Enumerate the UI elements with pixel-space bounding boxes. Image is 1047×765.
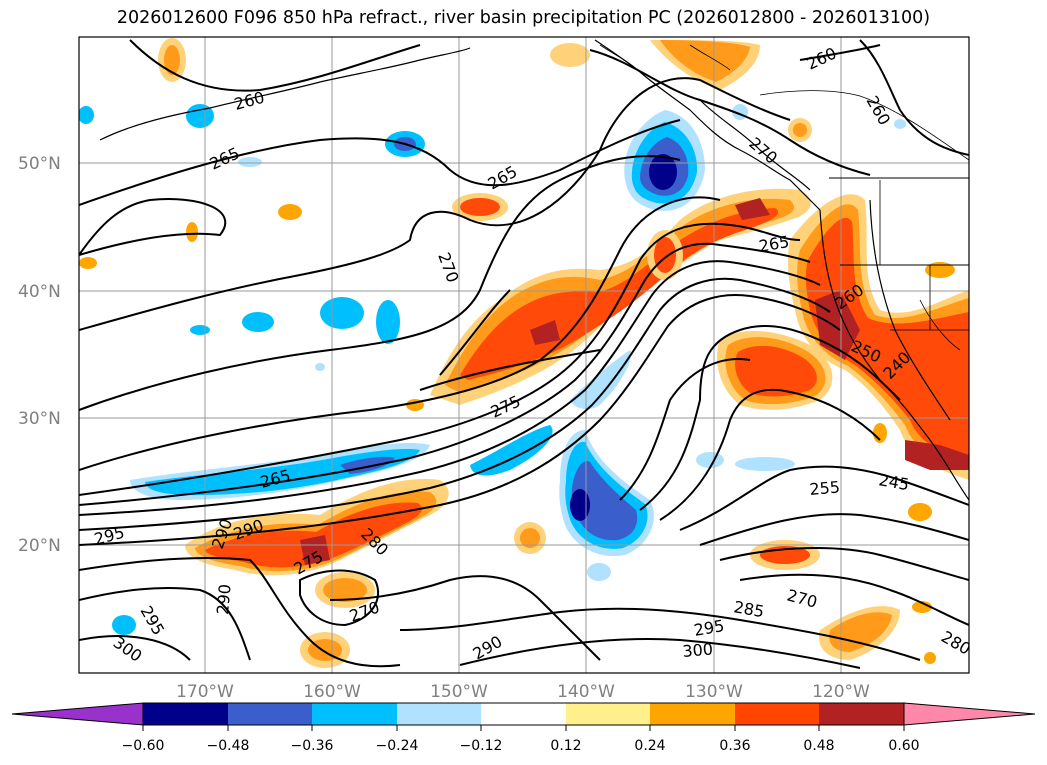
colorbar-segment	[735, 703, 819, 725]
colorbar-tick-label: −0.48	[207, 738, 250, 754]
colorbar-tick-label: 0.36	[719, 738, 750, 754]
contour-label: 255	[809, 477, 841, 499]
colorbar-segment	[143, 703, 228, 725]
colorbar-low-extension	[11, 702, 144, 726]
contour-label: 290	[213, 583, 235, 615]
longitude-labels: 170°W 160°W 150°W 140°W 130°W 120°W	[176, 682, 870, 702]
lat-label-40n: 40°N	[18, 282, 61, 302]
colorbar-segment	[650, 703, 735, 725]
colorbar-segment	[312, 703, 397, 725]
map-title: 2026012600 F096 850 hPa refract., river …	[116, 8, 931, 28]
colorbar-segment	[228, 703, 312, 725]
latitude-labels: 50°N 40°N 30°N 20°N	[18, 154, 61, 556]
negative-anomaly-patches	[79, 104, 906, 635]
lon-label-140w: 140°W	[557, 682, 615, 702]
colorbar-segment	[566, 703, 650, 725]
colorbar-tick-label: 0.24	[634, 738, 665, 754]
colorbar-segment	[397, 703, 481, 725]
colorbar-outline	[142, 702, 905, 726]
colorbar-tick-label: −0.12	[460, 738, 503, 754]
colorbar-segment	[481, 703, 566, 725]
colorbar: −0.60 −0.48 −0.36 −0.24 −0.12 0.12 0.24 …	[11, 702, 1036, 754]
colorbar-tick-label: −0.36	[291, 738, 334, 754]
colorbar-segment	[819, 703, 904, 725]
lon-label-170w: 170°W	[176, 682, 234, 702]
lat-label-20n: 20°N	[18, 536, 61, 556]
refractivity-contours	[79, 39, 969, 669]
lon-label-160w: 160°W	[303, 682, 361, 702]
colorbar-tick-label: 0.48	[803, 738, 834, 754]
lon-label-150w: 150°W	[430, 682, 488, 702]
lon-label-130w: 130°W	[685, 682, 743, 702]
positive-anomaly-patches	[79, 38, 969, 668]
lat-label-50n: 50°N	[18, 154, 61, 174]
colorbar-tick-label: −0.60	[122, 738, 165, 754]
contour-label: 300	[682, 639, 714, 661]
colorbar-tick-label: 0.60	[888, 738, 919, 754]
colorbar-tick-label: 0.12	[550, 738, 581, 754]
colorbar-tick-label: −0.24	[376, 738, 419, 754]
lat-label-30n: 30°N	[18, 409, 61, 429]
lon-label-120w: 120°W	[812, 682, 870, 702]
colorbar-high-extension	[903, 702, 1036, 726]
colorbar-ticks	[142, 725, 905, 731]
map-frame	[78, 36, 970, 674]
